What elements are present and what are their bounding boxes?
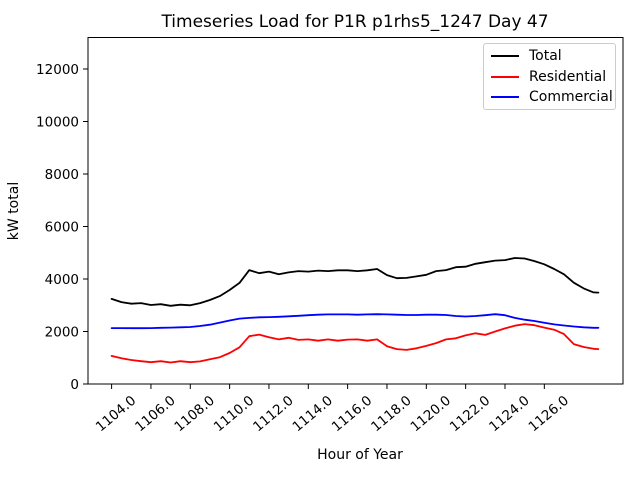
y-tick-label: 0 xyxy=(70,377,79,393)
x-tick-label: 1114.0 xyxy=(289,393,335,436)
legend-line-swatch-commercial xyxy=(491,95,519,98)
legend-line-swatch-residential xyxy=(491,75,519,78)
x-tick-label: 1120.0 xyxy=(407,393,453,436)
x-tick-label: 1126.0 xyxy=(526,393,572,436)
legend-item-residential: Residential xyxy=(491,67,608,87)
legend-line-swatch-total xyxy=(491,55,519,58)
x-tick-label: 1118.0 xyxy=(368,393,414,436)
x-tick-label: 1112.0 xyxy=(250,393,296,436)
x-tick-label: 1106.0 xyxy=(132,393,178,436)
legend-label-commercial: Commercial xyxy=(529,88,613,105)
x-tick-label: 1122.0 xyxy=(447,393,493,436)
x-axis-ticks: 1104.01106.01108.01110.01112.01114.01116… xyxy=(93,384,572,435)
legend-label-total: Total xyxy=(529,48,562,65)
x-tick-label: 1116.0 xyxy=(329,393,375,436)
y-tick-label: 10000 xyxy=(36,114,79,130)
y-tick-label: 4000 xyxy=(45,272,79,288)
x-tick-label: 1108.0 xyxy=(171,393,217,436)
x-axis-label: Hour of Year xyxy=(317,447,403,463)
series-line-total xyxy=(110,257,600,307)
x-tick-label: 1104.0 xyxy=(93,393,139,436)
series-line-residential xyxy=(110,323,600,364)
series-line-commercial xyxy=(110,313,600,330)
plot-area-frame xyxy=(87,37,624,385)
x-tick-label: 1110.0 xyxy=(211,393,257,436)
legend-label-residential: Residential xyxy=(529,68,607,85)
y-tick-label: 6000 xyxy=(45,219,79,235)
y-tick-label: 12000 xyxy=(36,62,79,78)
y-tick-label: 8000 xyxy=(45,167,79,183)
chart-title: Timeseries Load for P1R p1rhs5_1247 Day … xyxy=(160,12,548,32)
series-lines xyxy=(110,257,600,364)
x-tick-label: 1124.0 xyxy=(486,393,532,436)
legend: Total Residential Commercial xyxy=(483,43,616,110)
y-axis-ticks: 0 2000 4000 6000 8000 10000 12000 xyxy=(36,62,88,393)
y-axis-label: kW total xyxy=(6,182,22,240)
legend-item-commercial: Commercial xyxy=(491,87,613,107)
legend-item-total: Total xyxy=(491,46,608,66)
y-tick-label: 2000 xyxy=(45,324,79,340)
